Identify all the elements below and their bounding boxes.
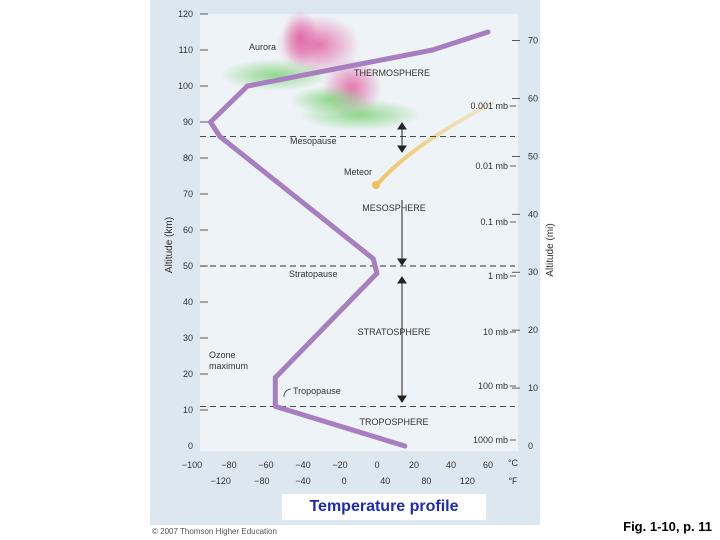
temperature-profile-line — [208, 29, 491, 449]
km-tick-label: 80 — [183, 153, 193, 163]
aurora-label: Aurora — [249, 42, 276, 52]
km-tick-label: 40 — [183, 297, 193, 307]
celsius-tick-label: −80 — [221, 460, 236, 470]
celsius-unit-label: °C — [508, 458, 519, 468]
km-tick-label: 90 — [183, 117, 193, 127]
celsius-tick-label: 60 — [483, 460, 493, 470]
mi-tick-label: 70 — [528, 36, 538, 46]
fahrenheit-tick-label: 120 — [460, 476, 475, 486]
fahrenheit-axis: −120 −80 −40 0 40 80 120 °F — [211, 476, 518, 486]
caption-box: Temperature profile — [282, 494, 486, 520]
mesopause-label: Mesopause — [290, 136, 337, 146]
fahrenheit-tick-label: −80 — [254, 476, 269, 486]
mi-tick-label: 60 — [528, 93, 538, 103]
pressure-labels: 0.001 mb 0.01 mb 0.1 mb 1 mb 10 mb 100 mb 1000… — [470, 101, 516, 445]
copyright-text: © 2007 Thomson Higher Education — [152, 527, 277, 536]
mi-tick-label: 30 — [528, 267, 538, 277]
layer-mesosphere: MESOSPHERE — [362, 203, 426, 213]
figure-reference: Fig. 1-10, p. 11 — [623, 519, 712, 534]
tropopause-pointer — [283, 388, 292, 398]
celsius-tick-label: 20 — [409, 460, 419, 470]
fahrenheit-tick-label: 0 — [342, 476, 347, 486]
fahrenheit-tick-label: −40 — [295, 476, 310, 486]
stratopause-label: Stratopause — [289, 269, 338, 279]
meteor-label: Meteor — [344, 167, 372, 177]
tropopause-label: Tropopause — [293, 386, 341, 396]
layer-stratosphere: STRATOSPHERE — [358, 327, 431, 337]
layer-thermosphere: THERMOSPHERE — [354, 68, 430, 78]
mi-tick-label: 0 — [528, 441, 533, 451]
pressure-label: 1 mb — [488, 271, 508, 281]
km-tick-label: 10 — [183, 405, 193, 415]
pressure-label: 1000 mb — [473, 435, 508, 445]
pressure-label: 0.001 mb — [470, 101, 508, 111]
pressure-label: 100 mb — [478, 381, 508, 391]
celsius-tick-label: 0 — [374, 460, 379, 470]
layer-troposphere: TROPOSPHERE — [359, 417, 428, 427]
celsius-tick-label: −100 — [182, 460, 202, 470]
celsius-axis: −100 −80 −60 −40 −20 0 20 40 60 °C — [182, 458, 519, 470]
mi-tick-label: 40 — [528, 209, 538, 219]
fahrenheit-tick-label: 80 — [421, 476, 431, 486]
meteor-head — [372, 181, 380, 189]
km-tick-label: 70 — [183, 189, 193, 199]
ozone-label-line2: maximum — [209, 361, 248, 371]
meteor-icon — [374, 100, 495, 188]
fahrenheit-tick-label: 40 — [380, 476, 390, 486]
mi-tick-label: 10 — [528, 383, 538, 393]
celsius-tick-label: −60 — [258, 460, 273, 470]
mi-tick-label: 50 — [528, 151, 538, 161]
mi-axis: 0 10 20 30 40 50 60 70 — [512, 36, 538, 451]
aurora-icon — [220, 10, 422, 131]
pressure-label: 0.01 mb — [475, 161, 508, 171]
layer-arrows — [397, 122, 407, 403]
right-axis-title: Altitude (mi) — [545, 223, 556, 276]
km-tick-label: 30 — [183, 333, 193, 343]
pressure-label: 0.1 mb — [480, 217, 508, 227]
km-tick-label: 20 — [183, 369, 193, 379]
km-tick-label: 120 — [178, 9, 193, 19]
boundary-lines — [200, 135, 515, 407]
km-axis: 0 10 20 30 40 50 60 70 80 90 100 110 120 — [178, 9, 208, 451]
km-tick-label: 100 — [178, 81, 193, 91]
caption-text: Temperature profile — [309, 498, 459, 515]
pressure-label: 10 mb — [483, 327, 508, 337]
km-tick-label: 110 — [179, 45, 193, 55]
mi-tick-label: 20 — [528, 325, 538, 335]
left-axis-title: Altitude (km) — [164, 217, 175, 273]
km-tick-label: 0 — [188, 441, 193, 451]
fahrenheit-tick-label: −120 — [211, 476, 231, 486]
celsius-tick-label: −20 — [332, 460, 347, 470]
km-tick-label: 50 — [183, 261, 193, 271]
km-tick-label: 60 — [183, 225, 193, 235]
celsius-tick-label: 40 — [446, 460, 456, 470]
fahrenheit-unit-label: °F — [508, 476, 518, 486]
ozone-label-line1: Ozone — [209, 350, 236, 360]
celsius-tick-label: −40 — [295, 460, 310, 470]
